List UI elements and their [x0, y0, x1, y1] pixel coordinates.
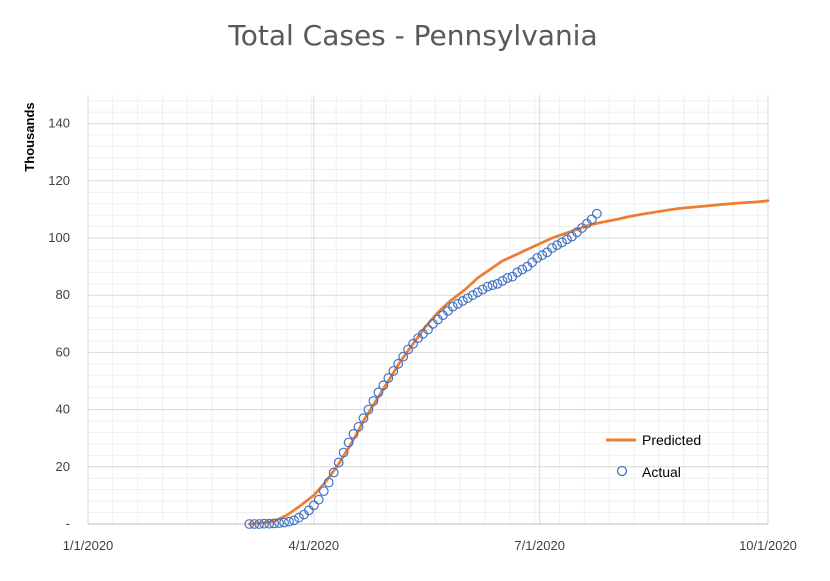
chart-title: Total Cases - Pennsylvania	[227, 19, 597, 52]
gridlines	[87, 95, 769, 524]
actual-point	[363, 404, 374, 415]
actual-point	[512, 267, 523, 278]
actual-point	[467, 290, 478, 301]
series-actual	[244, 208, 602, 529]
actual-point	[294, 512, 304, 523]
actual-point	[383, 373, 394, 384]
actual-point	[557, 237, 567, 248]
legend: Predicted Actual	[606, 432, 701, 480]
actual-point	[398, 351, 409, 362]
actual-point	[333, 457, 344, 468]
x-tick-label: 10/1/2020	[739, 538, 797, 553]
x-tick-label: 4/1/2020	[289, 538, 340, 553]
actual-point	[447, 301, 458, 312]
y-tick-label: 100	[48, 230, 70, 245]
y-tick-label: 120	[48, 173, 70, 188]
actual-point	[497, 276, 508, 286]
actual-point	[388, 366, 399, 376]
actual-point	[274, 518, 285, 528]
actual-point	[462, 293, 473, 304]
actual-point	[269, 518, 280, 529]
actual-point	[547, 243, 557, 253]
actual-point	[586, 214, 597, 225]
y-axis-label: Thousands	[22, 102, 37, 171]
actual-point	[393, 358, 404, 369]
actual-point	[289, 515, 299, 526]
actual-point	[403, 344, 414, 355]
actual-point	[348, 429, 359, 439]
actual-point	[408, 338, 419, 349]
actual-point	[304, 505, 314, 516]
actual-point	[373, 387, 384, 398]
actual-point	[264, 518, 275, 529]
actual-point	[502, 273, 513, 283]
actual-point	[552, 240, 562, 251]
actual-point	[284, 516, 294, 527]
actual-point	[244, 519, 255, 529]
x-tick-label: 1/1/2020	[63, 538, 114, 553]
actual-point	[254, 519, 265, 529]
axes: - 20 40 60 80 100 120 140 1/1/2020 4/1/2020 7/1/20…	[48, 116, 797, 553]
actual-point	[477, 284, 488, 295]
y-tick-label: 140	[48, 116, 70, 131]
actual-point	[259, 518, 270, 529]
actual-point	[318, 486, 329, 497]
actual-point	[423, 324, 433, 335]
actual-point	[537, 250, 548, 261]
y-tick-label: -	[66, 516, 70, 531]
actual-point	[482, 281, 493, 292]
legend-predicted-label: Predicted	[642, 432, 701, 448]
y-tick-label: 40	[56, 402, 70, 417]
actual-point	[368, 396, 379, 406]
actual-point	[591, 208, 602, 219]
x-tick-label: 7/1/2020	[514, 538, 565, 553]
actual-point	[249, 519, 260, 529]
y-tick-label: 60	[56, 344, 70, 359]
actual-point	[323, 477, 334, 488]
actual-point	[492, 278, 503, 289]
actual-point	[457, 296, 468, 306]
actual-point	[358, 413, 369, 424]
actual-point	[313, 494, 324, 505]
y-tick-label: 20	[56, 459, 70, 474]
actual-point	[338, 447, 349, 458]
actual-point	[279, 517, 290, 528]
actual-point	[343, 437, 354, 448]
actual-point	[517, 264, 528, 275]
actual-point	[353, 421, 364, 432]
actual-point	[308, 500, 319, 511]
actual-point	[472, 287, 483, 298]
y-tick-label: 80	[56, 287, 70, 302]
legend-actual-marker	[616, 465, 628, 477]
actual-point	[532, 253, 543, 263]
actual-point	[487, 280, 498, 291]
actual-point	[562, 234, 572, 245]
actual-point	[378, 380, 389, 391]
actual-point	[452, 298, 463, 309]
actual-point	[328, 467, 339, 478]
legend-actual-label: Actual	[642, 464, 681, 480]
